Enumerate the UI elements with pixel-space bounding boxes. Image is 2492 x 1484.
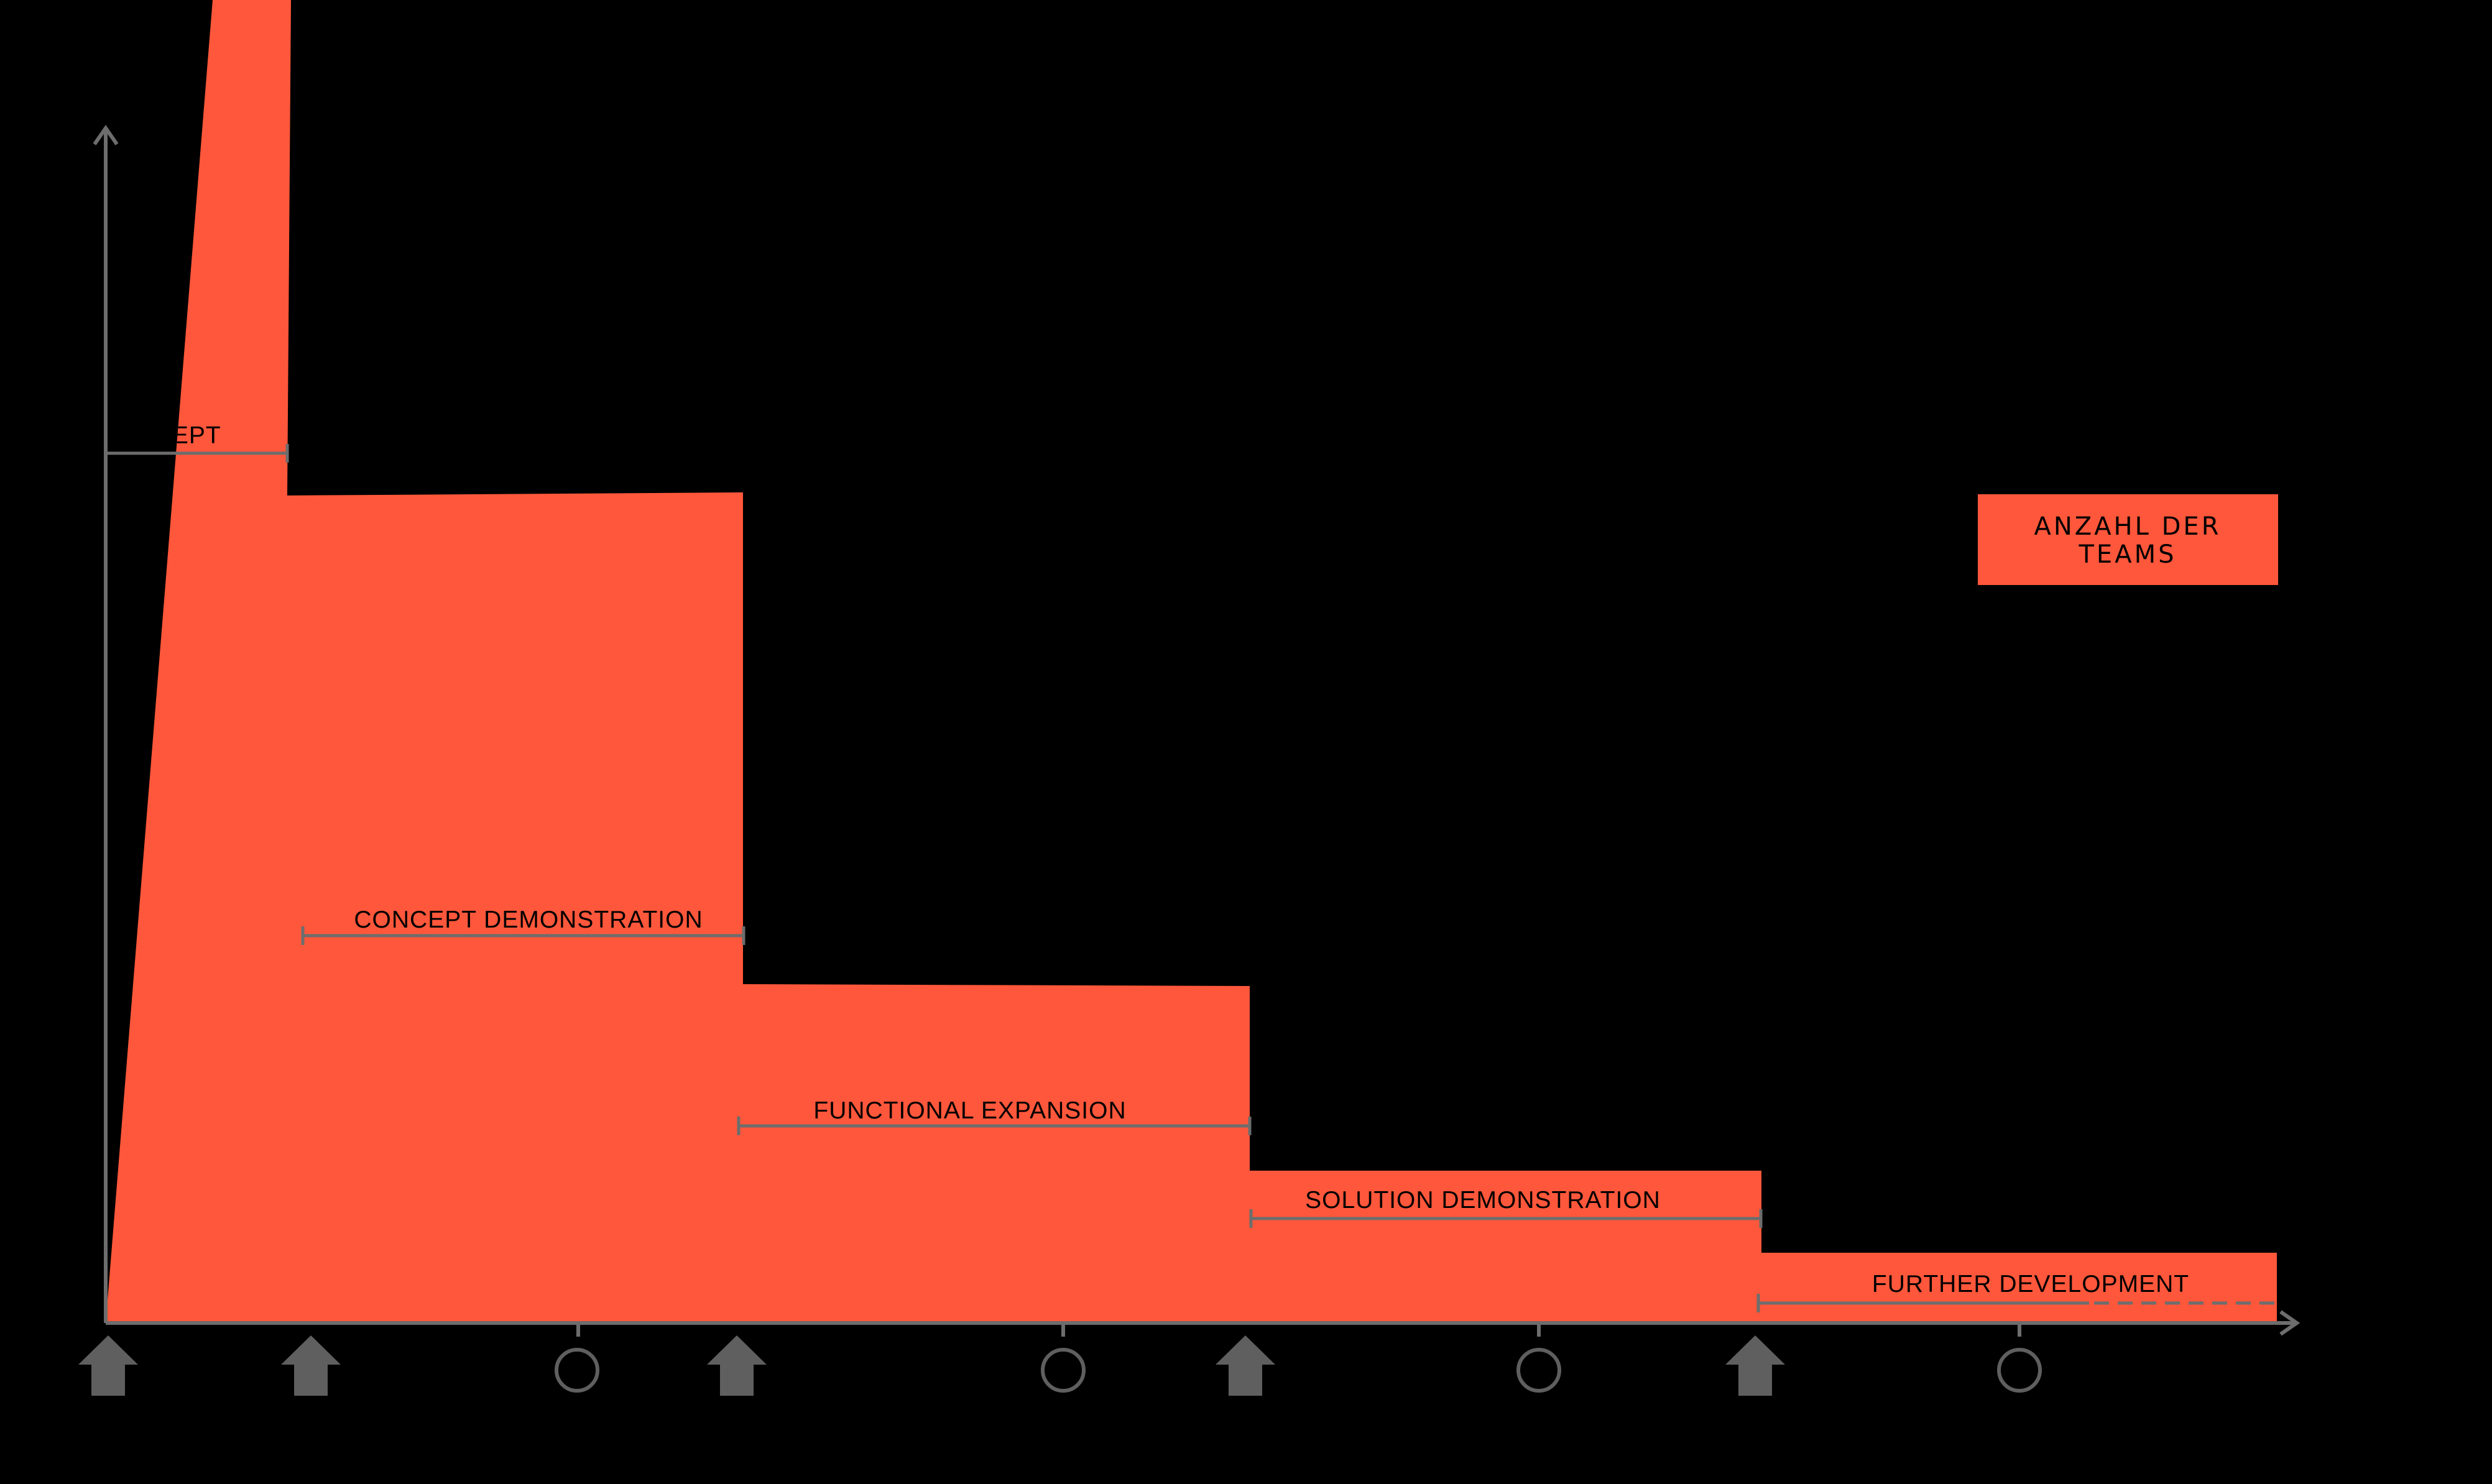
- legend: ANZAHL DER TEAMS: [1978, 494, 2278, 585]
- phase-bracket-solution-demonstration: [1249, 1209, 1763, 1228]
- y-axis-arrowhead: [93, 124, 119, 145]
- phase-label-concept: CONCEPT: [98, 422, 221, 449]
- phase-label-concept-demonstration: CONCEPT DEMONSTRATION: [354, 906, 703, 933]
- x-axis-arrowhead: [2279, 1310, 2300, 1336]
- phase-bracket-further-development: [1756, 1294, 2276, 1312]
- phase-label-further-development: FURTHER DEVELOPMENT: [1872, 1271, 2189, 1297]
- milestone-arrow-icon: [78, 1335, 138, 1396]
- milestone-arrow-icon: [1725, 1335, 1785, 1396]
- phase-bracket-concept: [106, 444, 289, 463]
- phase-bracket-concept-demonstration: [301, 926, 745, 945]
- checkpoint-circle-icon: [1997, 1348, 2042, 1393]
- phase-label-solution-demonstration: SOLUTION DEMONSTRATION: [1305, 1187, 1661, 1214]
- milestone-arrow-icon: [707, 1335, 767, 1396]
- timeline-markers: [78, 1335, 2042, 1396]
- milestone-arrow-icon: [281, 1335, 341, 1396]
- legend-label-line2: TEAMS: [2079, 540, 2177, 569]
- phase-brackets: [106, 444, 2276, 1312]
- phase-bracket-functional-expansion: [737, 1117, 1252, 1135]
- axes: [93, 124, 2300, 1337]
- legend-box: [1978, 494, 2278, 585]
- milestone-arrow-icon: [1216, 1335, 1275, 1396]
- checkpoint-circle-icon: [1041, 1348, 1086, 1393]
- checkpoint-circle-icon: [1516, 1348, 1561, 1393]
- team-count-area: [106, 0, 2277, 1323]
- legend-label-line1: ANZAHL DER: [2034, 512, 2222, 541]
- phase-label-functional-expansion: FUNCTIONAL EXPANSION: [813, 1097, 1126, 1124]
- checkpoint-circle-icon: [555, 1348, 599, 1393]
- x-axis-ticks: [576, 1323, 2021, 1337]
